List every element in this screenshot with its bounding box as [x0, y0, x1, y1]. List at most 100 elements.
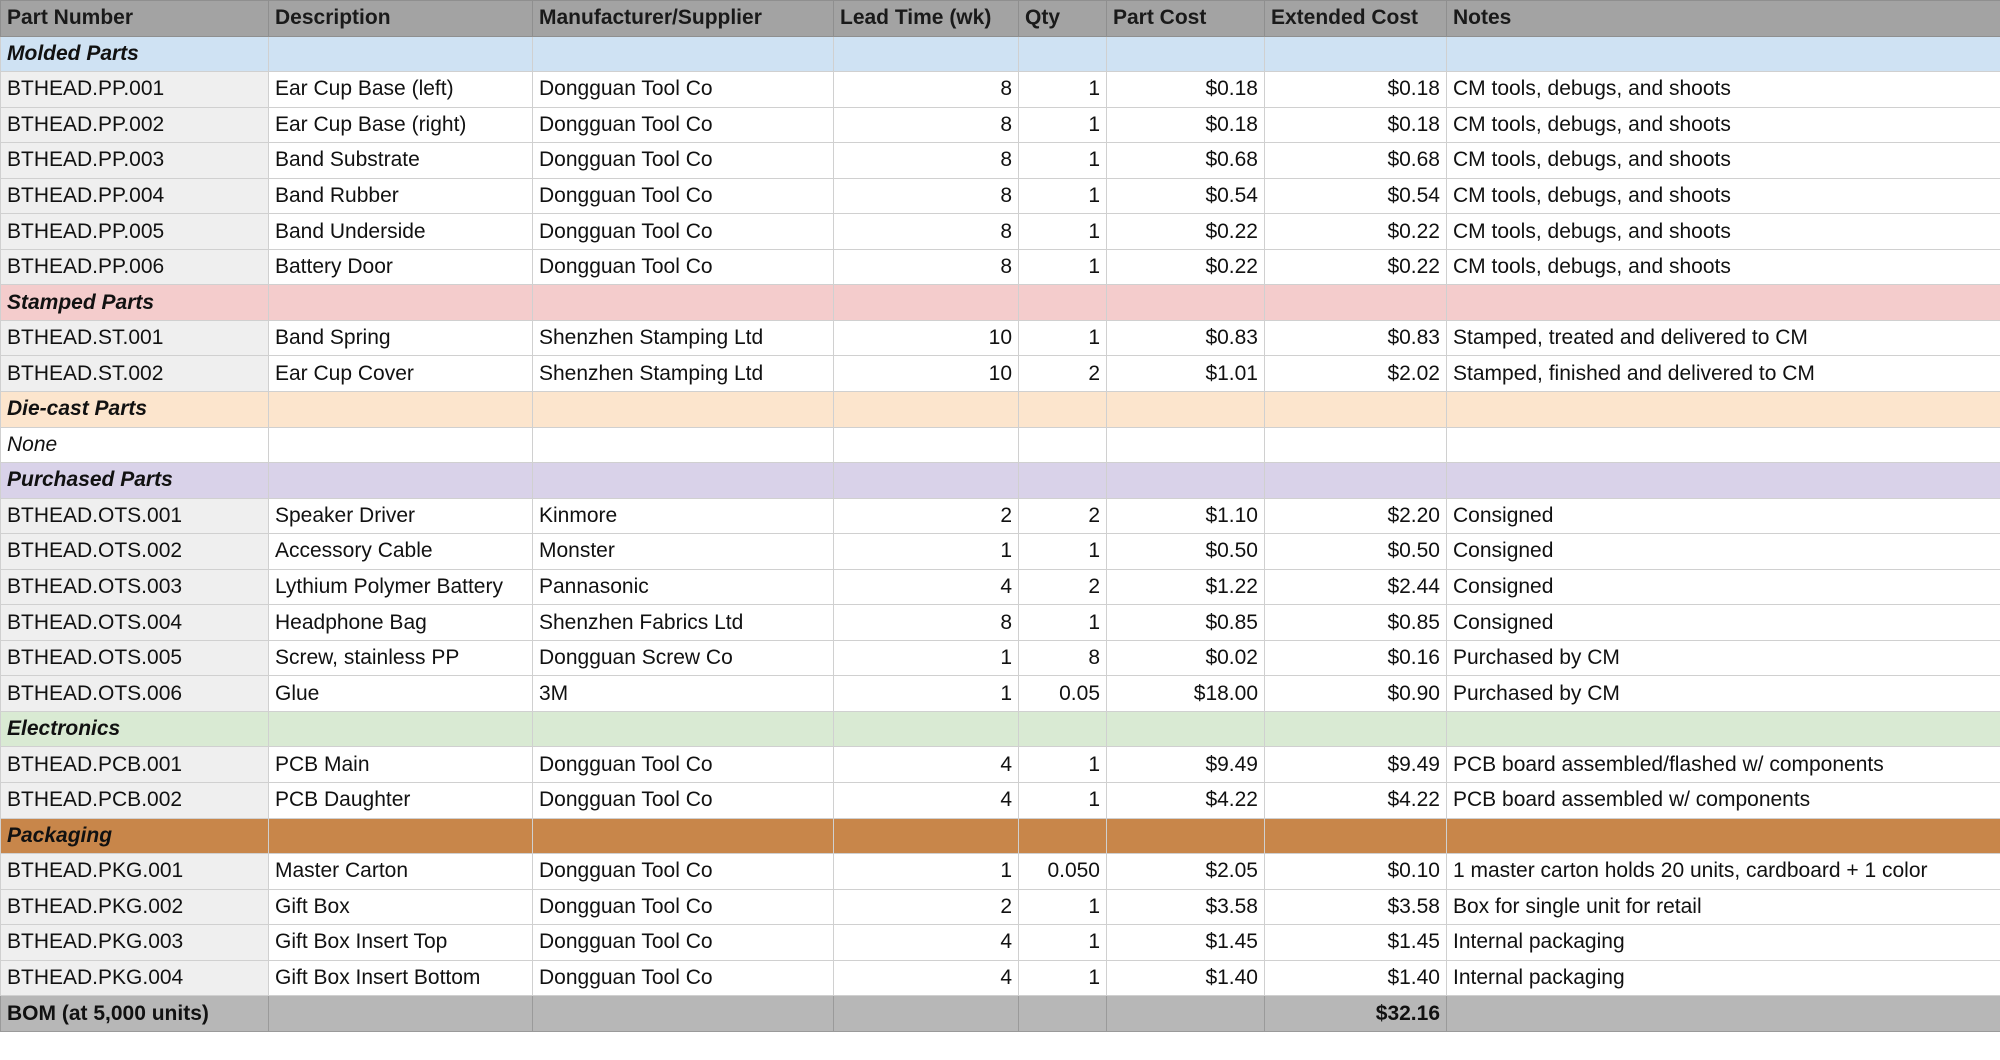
cell: 1 — [833, 533, 1019, 570]
cell: PCB board assembled/flashed w/ component… — [1446, 746, 2000, 784]
cell: 1 — [1018, 213, 1107, 250]
cell — [268, 426, 533, 464]
cell: BTHEAD.PP.002 — [0, 106, 269, 144]
cell: BTHEAD.PKG.004 — [0, 959, 269, 997]
cell: 1 — [1018, 746, 1107, 784]
cell: BTHEAD.OTS.003 — [0, 568, 269, 606]
cell: 8 — [833, 213, 1019, 250]
cell: Gift Box — [268, 888, 533, 926]
total-row: BOM (at 5,000 units) $32.16 — [0, 995, 2000, 1032]
cell: 1 — [1018, 71, 1107, 108]
cell — [1264, 710, 1447, 748]
cell: $4.22 — [1264, 782, 1447, 819]
cell: $0.68 — [1106, 142, 1265, 179]
cell: 1 — [1018, 924, 1107, 961]
cell: Gift Box Insert Top — [268, 924, 533, 961]
cell — [1018, 462, 1107, 499]
cell: Ear Cup Base (left) — [268, 71, 533, 108]
item-row: BTHEAD.ST.001 Band Spring Shenzhen Stampin… — [0, 319, 2000, 357]
item-row: BTHEAD.PP.004 Band Rubber Dongguan Tool Co… — [0, 177, 2000, 215]
cell: $0.50 — [1264, 533, 1447, 570]
cell — [268, 995, 533, 1032]
cell — [1264, 35, 1447, 73]
cell: Dongguan Tool Co — [532, 782, 834, 819]
cell: 8 — [833, 142, 1019, 179]
cell: 1 — [1018, 248, 1107, 286]
cell: $0.22 — [1264, 213, 1447, 250]
section-row: Stamped Parts — [0, 284, 2000, 321]
cell: 8 — [833, 248, 1019, 286]
cell: BTHEAD.OTS.005 — [0, 639, 269, 677]
cell: PCB Main — [268, 746, 533, 784]
cell: BTHEAD.PKG.001 — [0, 853, 269, 890]
cell: PCB board assembled w/ components — [1446, 782, 2000, 819]
cell: $2.44 — [1264, 568, 1447, 606]
cell: $0.54 — [1264, 177, 1447, 215]
cell — [268, 817, 533, 855]
cell: 4 — [833, 746, 1019, 784]
cell — [1264, 391, 1447, 428]
cell: Dongguan Tool Co — [532, 853, 834, 890]
cell — [833, 284, 1019, 321]
cell: Dongguan Tool Co — [532, 213, 834, 250]
cell: $0.85 — [1264, 604, 1447, 641]
cell — [1106, 35, 1265, 73]
cell — [268, 462, 533, 499]
cell — [268, 284, 533, 321]
bom-table: Part Number Description Manufacturer/Suppl… — [0, 0, 2000, 1032]
cell: Band Underside — [268, 213, 533, 250]
cell — [268, 391, 533, 428]
cell: Manufacturer/Supplier — [532, 0, 834, 37]
cell: Master Carton — [268, 853, 533, 890]
cell — [1018, 995, 1107, 1032]
cell: 10 — [833, 355, 1019, 393]
cell: $0.83 — [1106, 319, 1265, 357]
cell: Consigned — [1446, 604, 2000, 641]
cell: BTHEAD.PP.005 — [0, 213, 269, 250]
cell: $9.49 — [1106, 746, 1265, 784]
cell: Dongguan Tool Co — [532, 248, 834, 286]
cell — [1446, 462, 2000, 499]
section-row: Purchased Parts — [0, 462, 2000, 499]
cell: $2.05 — [1106, 853, 1265, 890]
cell: 3M — [532, 675, 834, 712]
item-row: None — [0, 426, 2000, 464]
cell: BTHEAD.PP.004 — [0, 177, 269, 215]
cell — [1264, 284, 1447, 321]
cell: BTHEAD.PKG.003 — [0, 924, 269, 961]
cell: 1 master carton holds 20 units, cardboar… — [1446, 853, 2000, 890]
cell: Pannasonic — [532, 568, 834, 606]
cell: Battery Door — [268, 248, 533, 286]
section-row: Electronics — [0, 710, 2000, 748]
cell: $0.54 — [1106, 177, 1265, 215]
cell: Gift Box Insert Bottom — [268, 959, 533, 997]
cell: $0.83 — [1264, 319, 1447, 357]
cell: $0.50 — [1106, 533, 1265, 570]
cell — [1106, 710, 1265, 748]
cell: BTHEAD.PP.006 — [0, 248, 269, 286]
cell: $32.16 — [1264, 995, 1447, 1032]
cell: $1.10 — [1106, 497, 1265, 535]
item-row: BTHEAD.OTS.005 Screw, stainless PP Donggua… — [0, 639, 2000, 677]
cell: Internal packaging — [1446, 959, 2000, 997]
cell: BTHEAD.PCB.002 — [0, 782, 269, 819]
cell: 8 — [833, 604, 1019, 641]
cell: $18.00 — [1106, 675, 1265, 712]
item-row: BTHEAD.PKG.003 Gift Box Insert Top Donggua… — [0, 924, 2000, 961]
cell: Die-cast Parts — [0, 391, 269, 428]
cell: $3.58 — [1264, 888, 1447, 926]
cell: 4 — [833, 568, 1019, 606]
cell: Consigned — [1446, 533, 2000, 570]
cell: Box for single unit for retail — [1446, 888, 2000, 926]
cell: $2.02 — [1264, 355, 1447, 393]
cell: $1.40 — [1106, 959, 1265, 997]
cell: Purchased by CM — [1446, 675, 2000, 712]
cell — [833, 462, 1019, 499]
cell: Dongguan Screw Co — [532, 639, 834, 677]
cell: Purchased by CM — [1446, 639, 2000, 677]
cell: Stamped, treated and delivered to CM — [1446, 319, 2000, 357]
cell — [268, 710, 533, 748]
cell — [532, 995, 834, 1032]
cell — [1446, 391, 2000, 428]
cell — [833, 995, 1019, 1032]
